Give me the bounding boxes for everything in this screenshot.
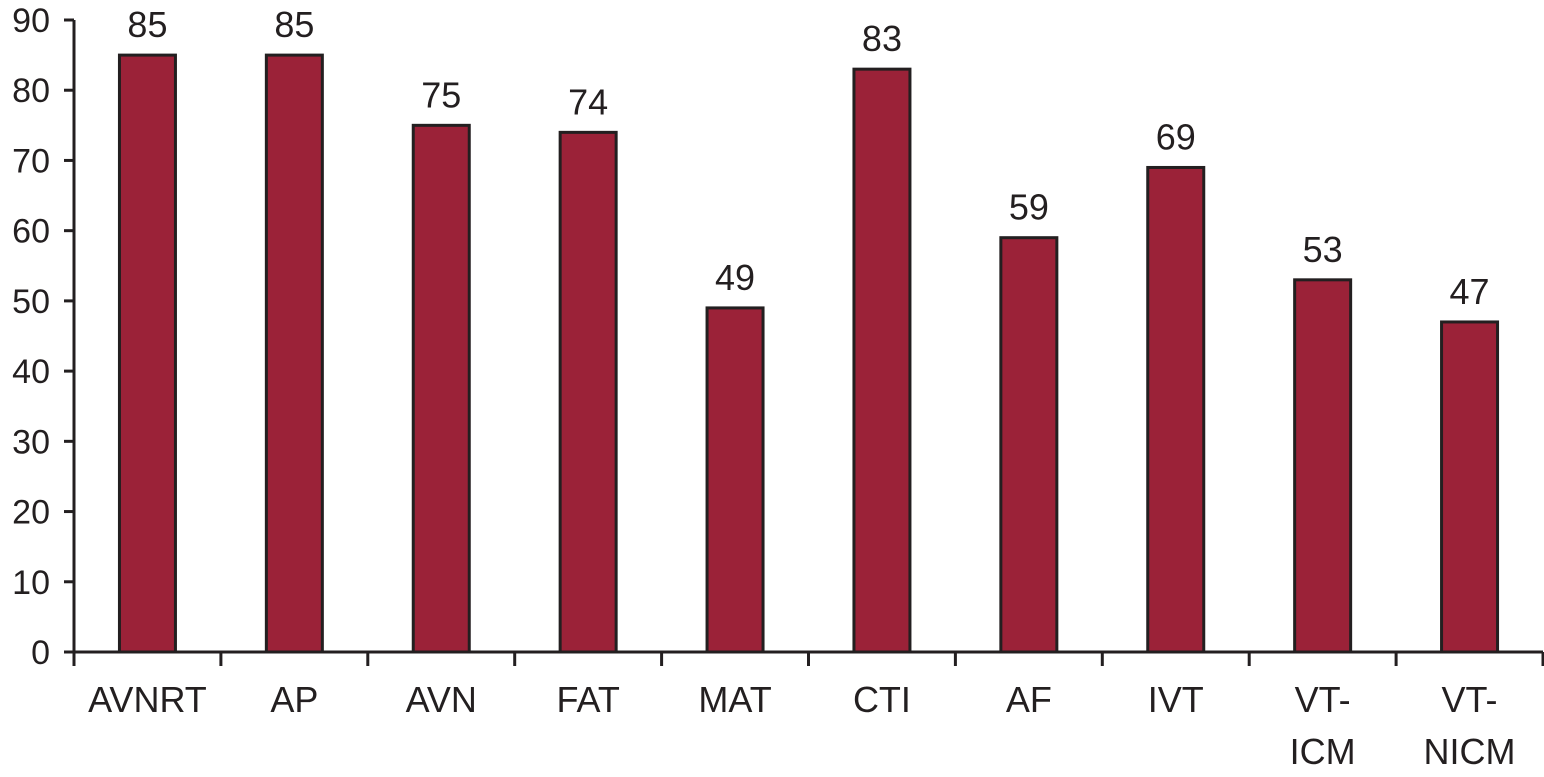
category-label: AVN	[406, 679, 477, 720]
data-label: 74	[568, 81, 608, 122]
category-label: CTI	[853, 679, 911, 720]
category-label: AF	[1006, 679, 1052, 720]
y-tick-label: 80	[12, 72, 50, 110]
category-label: VT-	[1295, 679, 1351, 720]
data-label: 75	[421, 74, 461, 115]
category-labels: AVNRT AP AVN FAT MAT CTI AF IVT VT- ICM VT- NICM	[88, 679, 1515, 772]
data-label: 85	[127, 4, 167, 45]
category-label: AP	[270, 679, 318, 720]
data-label: 83	[862, 18, 902, 59]
data-label: 85	[274, 4, 314, 45]
bar	[1440, 320, 1500, 654]
bar	[705, 306, 765, 654]
bar	[1293, 278, 1353, 654]
y-tick-label: 60	[12, 213, 50, 251]
category-label: IVT	[1148, 679, 1204, 720]
category-label: FAT	[556, 679, 619, 720]
x-axis	[72, 650, 1544, 666]
bar	[411, 123, 471, 654]
category-label: NICM	[1424, 731, 1516, 772]
y-tick-label: 40	[12, 353, 50, 391]
y-axis: 0 10 20 30 40 50 60 70 80 90	[12, 2, 76, 672]
bar	[852, 67, 912, 654]
data-label: 59	[1009, 187, 1049, 228]
bar	[1146, 165, 1206, 654]
data-label: 69	[1156, 116, 1196, 157]
y-tick-label: 10	[12, 564, 50, 602]
y-tick-label: 50	[12, 283, 50, 321]
data-label: 47	[1450, 271, 1490, 312]
bar	[117, 53, 177, 654]
category-label: AVNRT	[88, 679, 207, 720]
bar	[999, 236, 1059, 654]
category-label: ICM	[1290, 731, 1356, 772]
y-tick-label: 0	[31, 634, 50, 672]
data-label: 49	[715, 257, 755, 298]
y-tick-label: 30	[12, 423, 50, 461]
y-tick-label: 70	[12, 142, 50, 180]
bars	[117, 53, 1500, 654]
category-label: MAT	[698, 679, 771, 720]
category-label: VT-	[1442, 679, 1498, 720]
bar	[264, 53, 324, 654]
data-label: 53	[1303, 229, 1343, 270]
bar	[558, 130, 618, 654]
y-tick-label: 90	[12, 2, 50, 40]
y-tick-label: 20	[12, 494, 50, 532]
data-labels: 85 85 75 74 49 83 59 69 53 47	[127, 4, 1489, 312]
